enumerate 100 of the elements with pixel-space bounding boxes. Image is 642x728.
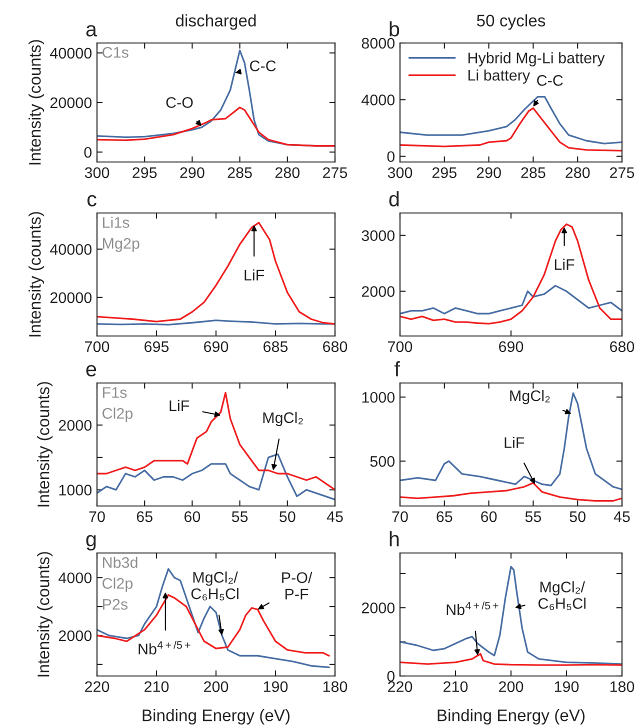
x-tick-label: 210: [144, 681, 169, 692]
x-tick-label: 295: [432, 167, 457, 178]
annotation: LiF: [554, 258, 574, 270]
x-tick-label: 180: [610, 681, 634, 692]
y-tick-label: 2000: [362, 602, 395, 614]
annotation: Cl2p: [102, 408, 133, 422]
text: h: [390, 531, 399, 546]
y-axis-title: Intensity (counts): [37, 552, 53, 676]
x-tick-label: 45: [614, 511, 630, 522]
y-tick-label: 1000: [362, 392, 395, 403]
x-tick-label: 275: [323, 167, 348, 178]
annotation: Li1s: [103, 216, 130, 228]
text: g: [86, 535, 96, 551]
x-tick-label: 280: [566, 167, 590, 178]
annotation: C-C: [537, 75, 563, 86]
line-series: [97, 568, 330, 668]
y-tick-label: 4000: [362, 94, 395, 106]
x-tick-label: 50: [570, 511, 586, 522]
annotation: F1s: [103, 387, 127, 398]
chart-title: 50 cycles: [476, 14, 546, 30]
x-tick-label: 695: [144, 341, 169, 352]
x-tick-label: 60: [481, 511, 497, 522]
x-tick-label: 55: [232, 511, 248, 522]
x-tick-label: 295: [132, 167, 157, 178]
line-series: [97, 453, 335, 500]
y-tick-label: 40000: [50, 48, 92, 59]
y-tick-label: 4000: [58, 572, 92, 584]
x-tick-label: 285: [228, 167, 252, 178]
x-tick-label: 55: [525, 511, 542, 522]
text: b: [390, 21, 400, 36]
x-tick-label: 60: [184, 511, 200, 522]
y-axis-title: Intensity (counts): [37, 382, 53, 506]
x-tick-label: 190: [264, 681, 288, 692]
x-axis-title: Binding Energy (eV): [438, 708, 585, 725]
x-tick-label: 200: [204, 681, 228, 692]
annotation: LiF: [244, 269, 264, 280]
y-tick-label: 0: [387, 151, 395, 162]
y-tick-label: 2000: [58, 420, 92, 431]
line-series: [97, 106, 335, 147]
annotation: LiF: [504, 436, 524, 448]
line-series: [400, 392, 622, 490]
x-tick-label: 50: [280, 511, 296, 522]
annotation: LiF: [170, 400, 190, 411]
y-tick-label: 1000: [59, 484, 92, 496]
y-tick-label: 2000: [362, 286, 395, 297]
annotation: C1s: [102, 46, 128, 58]
chart-title: discharged: [176, 14, 256, 30]
x-tick-label: 685: [264, 341, 288, 352]
legend-label: Hybrid Mg-Li battery: [468, 52, 605, 66]
x-tick-label: 70: [392, 511, 408, 522]
text: c: [87, 195, 96, 206]
annotation: C-C: [250, 60, 276, 72]
x-tick-label: 220: [388, 681, 412, 692]
line-series: [400, 107, 622, 152]
x-tick-label: 65: [436, 511, 452, 522]
x-tick-label: 210: [444, 681, 468, 692]
text: d: [389, 191, 399, 206]
text: f: [394, 361, 400, 376]
x-tick-label: 220: [85, 681, 110, 692]
y-tick-label: 0: [387, 670, 395, 682]
y-tick-label: 20000: [50, 292, 92, 304]
y-tick-label: 2000: [58, 630, 92, 642]
legend-label: Li battery: [468, 69, 530, 84]
x-tick-label: 45: [326, 511, 343, 522]
text: e: [86, 365, 96, 376]
annotation: Nb3d: [103, 556, 138, 568]
text: a: [86, 25, 97, 36]
line-series: [400, 284, 622, 314]
x-tick-label: 690: [204, 341, 228, 352]
x-tick-label: 190: [554, 681, 579, 692]
annotation: C-O: [166, 97, 193, 108]
x-tick-label: 280: [275, 167, 300, 178]
y-tick-label: 500: [370, 456, 395, 467]
annotation: MgCl₂: [510, 390, 550, 404]
x-axis-title: Binding Energy (eV): [142, 708, 290, 725]
y-axis-title: Intensity (counts): [28, 212, 44, 336]
x-tick-label: 290: [180, 167, 204, 178]
y-tick-label: 8000: [362, 38, 395, 49]
y-tick-label: 3000: [362, 230, 395, 242]
x-tick-label: 300: [84, 167, 110, 178]
x-tick-label: 680: [610, 341, 634, 352]
y-tick-label: 20000: [50, 97, 92, 108]
x-tick-label: 65: [136, 511, 152, 522]
x-tick-label: 700: [85, 341, 110, 352]
x-tick-label: 300: [388, 167, 412, 178]
x-tick-label: 290: [476, 167, 501, 178]
annotation: Nb$^{4+/5+}$: [138, 640, 190, 654]
annotation: Nb$^{4+/5+}$: [446, 602, 498, 616]
annotation: MgCl₂/ C₆H₅Cl: [538, 581, 586, 610]
annotation: P-O/ P-F: [282, 572, 312, 600]
line-series: [400, 566, 622, 665]
annotation: Mg2p: [103, 238, 140, 252]
x-tick-label: 200: [499, 681, 524, 692]
line-series: [400, 223, 622, 325]
x-tick-label: 275: [610, 167, 634, 178]
annotation: P2s: [103, 598, 128, 610]
x-tick-label: 690: [499, 341, 524, 352]
y-tick-label: 0: [84, 146, 92, 158]
annotation: MgCl₂/ C₆H₅Cl: [191, 572, 238, 600]
x-tick-label: 285: [521, 167, 546, 178]
